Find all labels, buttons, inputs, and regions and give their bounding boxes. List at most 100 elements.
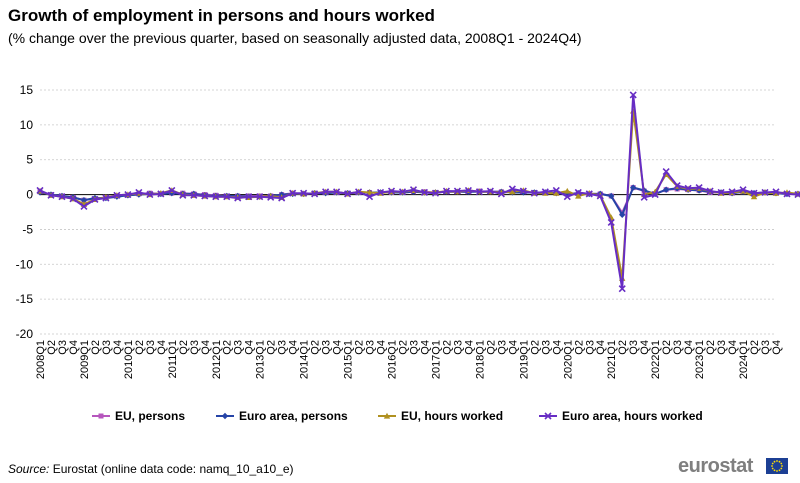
eurostat-logo: eurostat bbox=[678, 455, 790, 477]
x-tick-label: 2008Q1 bbox=[35, 340, 47, 379]
legend-item-3: Euro area, hours worked bbox=[539, 409, 703, 423]
data-point bbox=[420, 188, 429, 197]
data-point bbox=[289, 189, 297, 197]
legend-label: Euro area, persons bbox=[239, 409, 348, 423]
legend-label: EU, persons bbox=[115, 409, 185, 423]
x-tick-label: Q4 bbox=[595, 340, 607, 355]
x-tick-label: Q4 bbox=[376, 340, 388, 355]
data-point bbox=[69, 195, 77, 203]
data-point bbox=[662, 186, 670, 193]
x-tick-label: Q3 bbox=[101, 340, 113, 355]
legend-item-1: Euro area, persons bbox=[216, 409, 348, 423]
x-tick-label: Q3 bbox=[145, 340, 157, 355]
x-tick-label: 2018Q1 bbox=[474, 340, 486, 379]
data-point bbox=[530, 189, 538, 197]
data-point bbox=[376, 188, 385, 197]
data-point bbox=[234, 194, 242, 202]
data-point bbox=[278, 194, 286, 202]
x-tick-label: Q3 bbox=[716, 340, 728, 355]
x-tick-label: Q2 bbox=[266, 340, 278, 355]
legend-label: Euro area, hours worked bbox=[562, 409, 703, 423]
series-line bbox=[39, 93, 800, 290]
x-tick-label: Q4 bbox=[683, 340, 695, 355]
data-point bbox=[608, 192, 615, 200]
y-tick-label: 10 bbox=[20, 118, 34, 132]
data-point bbox=[212, 193, 220, 201]
x-tick-label: 2017Q1 bbox=[430, 340, 442, 379]
data-point bbox=[442, 187, 451, 195]
x-tick-label: Q2 bbox=[398, 340, 410, 355]
data-point bbox=[750, 193, 758, 200]
y-tick-label: -5 bbox=[22, 222, 33, 236]
x-tick-label: Q4 bbox=[639, 340, 651, 355]
x-tick-label: Q4 bbox=[419, 340, 431, 355]
data-point bbox=[431, 189, 440, 197]
x-tick-label: 2015Q1 bbox=[343, 340, 355, 379]
data-point bbox=[651, 191, 659, 199]
x-tick-label: Q2 bbox=[529, 340, 541, 355]
legend-marker bbox=[98, 413, 104, 419]
data-point bbox=[168, 186, 176, 194]
data-point bbox=[553, 189, 560, 196]
data-point bbox=[541, 188, 549, 196]
data-point bbox=[475, 188, 483, 196]
x-tick-label: 2019Q1 bbox=[518, 340, 530, 379]
data-point bbox=[585, 190, 593, 198]
x-tick-label: Q4 bbox=[244, 340, 256, 355]
x-tick-label: Q3 bbox=[321, 340, 333, 355]
x-tick-label: Q3 bbox=[233, 340, 245, 355]
data-point bbox=[575, 192, 582, 199]
x-tick-label: Q3 bbox=[672, 340, 684, 355]
legend: EU, persons Euro area, persons EU, hours w… bbox=[92, 409, 703, 423]
x-tick-label: Q2 bbox=[749, 340, 761, 355]
x-tick-label: Q3 bbox=[496, 340, 508, 355]
x-tick-label: Q4 bbox=[727, 340, 739, 355]
y-axis: 15 10 5 0 -5 -10 -15 -20 bbox=[16, 83, 34, 341]
data-point bbox=[146, 191, 154, 199]
data-point bbox=[673, 181, 681, 190]
x-tick-label: Q2 bbox=[485, 340, 497, 355]
data-point bbox=[91, 195, 99, 204]
x-tick-label: 2011Q1 bbox=[167, 340, 179, 378]
x-tick-label: Q2 bbox=[705, 340, 717, 355]
data-point bbox=[300, 189, 308, 197]
data-point bbox=[190, 191, 198, 199]
x-axis: 2008Q1Q2Q3Q42009Q1Q2Q3Q42010Q1Q2Q3Q42011… bbox=[35, 340, 783, 379]
data-point bbox=[684, 184, 692, 192]
x-tick-label: Q3 bbox=[57, 340, 69, 355]
data-point bbox=[102, 194, 110, 202]
x-tick-label: 2013Q1 bbox=[255, 340, 267, 379]
x-tick-label: Q3 bbox=[540, 340, 552, 355]
legend-item-0: EU, persons bbox=[92, 409, 185, 423]
data-point bbox=[662, 168, 670, 176]
eu-flag-icon bbox=[766, 458, 788, 474]
x-tick-label: Q3 bbox=[365, 340, 377, 355]
data-point bbox=[344, 190, 352, 198]
data-point bbox=[409, 186, 418, 194]
x-tick-label: Q4 bbox=[507, 340, 519, 355]
x-tick-label: Q3 bbox=[628, 340, 640, 355]
data-point bbox=[366, 189, 373, 196]
data-point bbox=[750, 189, 758, 197]
data-point bbox=[80, 196, 88, 204]
x-tick-label: Q3 bbox=[584, 340, 596, 355]
data-point bbox=[564, 187, 571, 194]
x-tick-label: Q2 bbox=[178, 340, 190, 355]
x-tick-label: Q3 bbox=[189, 340, 201, 355]
data-point bbox=[245, 193, 253, 201]
data-point bbox=[519, 187, 527, 195]
legend-marker bbox=[544, 412, 552, 420]
y-tick-label: -15 bbox=[16, 292, 34, 306]
x-tick-label: 2016Q1 bbox=[387, 340, 399, 379]
data-point bbox=[596, 192, 604, 200]
data-point bbox=[365, 193, 374, 201]
x-tick-label: Q3 bbox=[408, 340, 420, 355]
x-tick-label: Q2 bbox=[617, 340, 629, 355]
x-tick-label: Q2 bbox=[661, 340, 673, 355]
x-tick-label: Q4 bbox=[551, 340, 563, 355]
x-tick-label: Q4 bbox=[288, 340, 300, 355]
y-tick-label: -10 bbox=[16, 257, 34, 271]
data-point bbox=[80, 202, 88, 210]
x-tick-label: Q2 bbox=[310, 340, 322, 355]
